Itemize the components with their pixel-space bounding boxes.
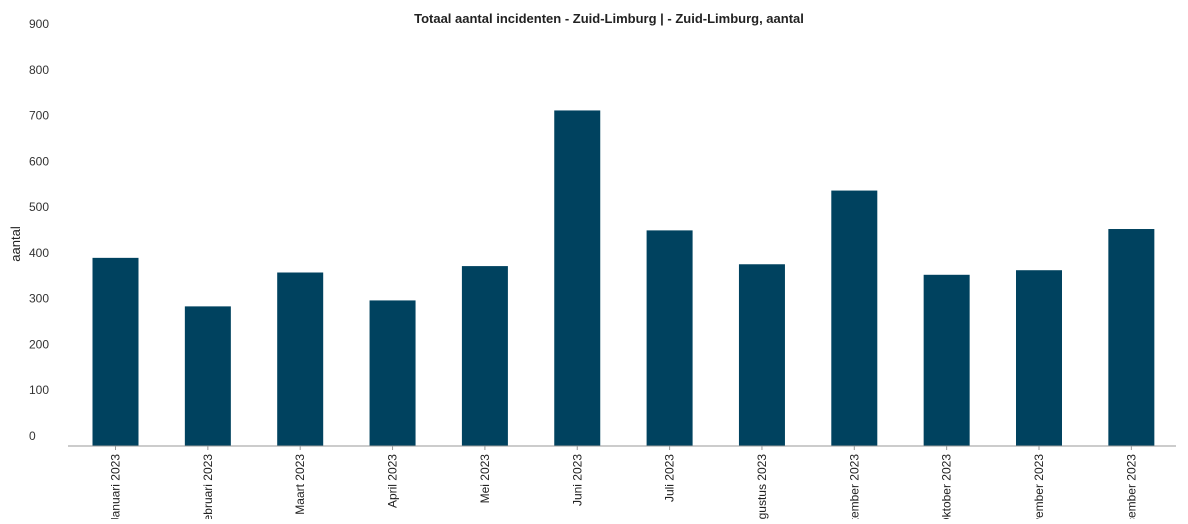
y-axis-ticks: 0 100 200 300 400 500 600 700 800 900 bbox=[29, 17, 49, 443]
y-tick-label: 500 bbox=[29, 200, 49, 214]
bar bbox=[1108, 229, 1155, 446]
bar bbox=[646, 230, 693, 446]
x-tick-label: Januari 2023 bbox=[109, 454, 123, 519]
bar bbox=[923, 274, 970, 446]
y-tick-label: 100 bbox=[29, 383, 49, 397]
y-axis-label: aantal bbox=[8, 226, 23, 262]
bar bbox=[831, 190, 878, 446]
bar bbox=[369, 300, 416, 446]
bar bbox=[184, 306, 231, 446]
bar bbox=[461, 266, 508, 446]
bar bbox=[554, 110, 601, 447]
x-tick-label: November 2023 bbox=[1032, 454, 1046, 519]
bars bbox=[92, 110, 1155, 447]
y-tick-label: 300 bbox=[29, 292, 49, 306]
x-tick-label: Juli 2023 bbox=[663, 454, 677, 502]
y-tick-label: 800 bbox=[29, 63, 49, 77]
y-tick-label: 900 bbox=[29, 17, 49, 31]
x-tick-label: Februari 2023 bbox=[201, 454, 215, 519]
bar bbox=[738, 264, 785, 446]
x-tick-label: Mei 2023 bbox=[478, 454, 492, 504]
y-tick-label: 0 bbox=[29, 429, 36, 443]
x-tick-label: Maart 2023 bbox=[293, 454, 307, 515]
x-tick-label: September 2023 bbox=[847, 454, 861, 519]
x-tick-label: December 2023 bbox=[1124, 454, 1138, 519]
y-tick-label: 200 bbox=[29, 337, 49, 351]
y-tick-label: 700 bbox=[29, 109, 49, 123]
x-tick-label: April 2023 bbox=[386, 454, 400, 508]
bar bbox=[277, 272, 324, 446]
x-tick-label: Augustus 2023 bbox=[755, 454, 769, 519]
bar bbox=[92, 257, 139, 446]
x-tick-label: Oktober 2023 bbox=[940, 454, 954, 519]
x-tick-label: Juni 2023 bbox=[570, 454, 584, 506]
y-tick-label: 600 bbox=[29, 154, 49, 168]
chart-title: Totaal aantal incidenten - Zuid-Limburg … bbox=[414, 11, 804, 26]
y-tick-label: 400 bbox=[29, 246, 49, 260]
bar bbox=[1016, 270, 1062, 446]
x-axis-ticks: Januari 2023 Februari 2023 Maart 2023 April… bbox=[109, 446, 1138, 524]
